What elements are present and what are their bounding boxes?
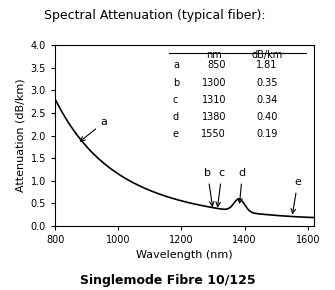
Text: 1.81: 1.81 (257, 61, 278, 70)
Text: 850: 850 (207, 61, 226, 70)
Text: 0.40: 0.40 (257, 112, 278, 122)
Text: a: a (80, 117, 108, 141)
Text: b: b (204, 168, 214, 206)
Text: a: a (173, 61, 179, 70)
X-axis label: Wavelength (nm): Wavelength (nm) (136, 251, 233, 260)
Text: Spectral Attenuation (typical fiber):: Spectral Attenuation (typical fiber): (44, 9, 265, 22)
Text: 1550: 1550 (201, 129, 226, 139)
Text: d: d (238, 168, 246, 203)
Text: Singlemode Fibre 10/125: Singlemode Fibre 10/125 (80, 274, 255, 287)
Text: e: e (173, 129, 179, 139)
Y-axis label: Attenuation (dB/km): Attenuation (dB/km) (15, 79, 25, 192)
Text: nm: nm (206, 50, 222, 60)
Text: dB/km: dB/km (252, 50, 283, 60)
Text: 1300: 1300 (202, 78, 226, 88)
Text: 1310: 1310 (202, 95, 226, 105)
Text: e: e (291, 177, 301, 213)
Text: c: c (216, 168, 225, 206)
Text: d: d (173, 112, 179, 122)
Text: c: c (173, 95, 178, 105)
Text: b: b (173, 78, 179, 88)
Text: 1380: 1380 (202, 112, 226, 122)
Text: 0.35: 0.35 (256, 78, 278, 88)
Text: 0.19: 0.19 (257, 129, 278, 139)
Text: 0.34: 0.34 (257, 95, 278, 105)
